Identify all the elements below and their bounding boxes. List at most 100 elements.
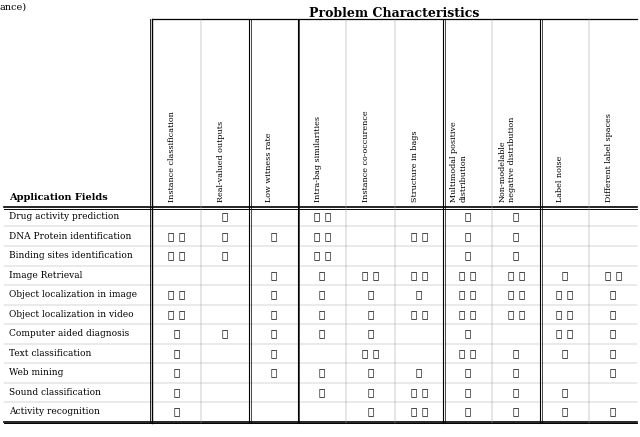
Text: ✓: ✓ (507, 310, 513, 319)
Text: ✓: ✓ (270, 368, 276, 377)
Text: ✓: ✓ (470, 310, 476, 319)
Text: ✓: ✓ (367, 290, 373, 299)
Text: ✓: ✓ (179, 290, 185, 299)
Text: ✓: ✓ (556, 310, 562, 319)
Text: ✓: ✓ (610, 368, 616, 377)
Text: ✓: ✓ (459, 271, 465, 280)
Text: Instance co-occurence: Instance co-occurence (362, 111, 371, 202)
Text: ✓: ✓ (610, 310, 616, 319)
Text: Real-valued outputs: Real-valued outputs (217, 121, 225, 202)
Text: Label noise: Label noise (556, 156, 564, 202)
Text: ✓: ✓ (270, 232, 276, 241)
Text: ✓: ✓ (168, 251, 174, 260)
Text: ✓: ✓ (410, 271, 417, 280)
Text: ✓: ✓ (421, 271, 428, 280)
Text: ✓: ✓ (362, 271, 368, 280)
Text: ✓: ✓ (556, 290, 562, 299)
Text: ✓: ✓ (615, 271, 621, 280)
Text: ✓: ✓ (513, 349, 519, 358)
Text: ✓: ✓ (610, 349, 616, 358)
Text: ✓: ✓ (464, 368, 470, 377)
Text: ance): ance) (0, 3, 27, 12)
Text: ✓: ✓ (513, 368, 519, 377)
Text: ✓: ✓ (270, 329, 276, 338)
Text: ✓: ✓ (561, 388, 568, 397)
Text: ✓: ✓ (561, 407, 568, 416)
Text: ✓: ✓ (610, 329, 616, 338)
Text: Activity recognition: Activity recognition (9, 407, 100, 416)
Text: ✓: ✓ (179, 232, 185, 241)
Text: Instance classification: Instance classification (168, 111, 176, 202)
Text: ✓: ✓ (179, 310, 185, 319)
Text: ✓: ✓ (459, 310, 465, 319)
Text: DNA Protein identification: DNA Protein identification (9, 232, 131, 241)
Text: ✓: ✓ (561, 349, 568, 358)
Text: ✓: ✓ (513, 212, 519, 221)
Text: ✓: ✓ (561, 271, 568, 280)
Text: ✓: ✓ (421, 407, 428, 416)
Text: ✓: ✓ (168, 290, 174, 299)
Text: Text classification: Text classification (9, 349, 92, 358)
Text: ✓: ✓ (319, 310, 325, 319)
Text: ✓: ✓ (610, 290, 616, 299)
Text: ✓: ✓ (464, 232, 470, 241)
Text: ✓: ✓ (313, 232, 319, 241)
Text: Structure in bags: Structure in bags (411, 131, 419, 202)
Text: ✓: ✓ (566, 310, 573, 319)
Text: ✓: ✓ (372, 271, 379, 280)
Text: ✓: ✓ (270, 349, 276, 358)
Text: ✓: ✓ (410, 388, 417, 397)
Text: ✓: ✓ (313, 251, 319, 260)
Text: ✓: ✓ (221, 251, 228, 260)
Text: Sound classification: Sound classification (9, 388, 101, 397)
Text: ✓: ✓ (421, 388, 428, 397)
Text: ✓: ✓ (324, 232, 330, 241)
Text: ✓: ✓ (507, 290, 513, 299)
Text: ✓: ✓ (421, 232, 428, 241)
Text: ✓: ✓ (179, 251, 185, 260)
Text: ✓: ✓ (410, 407, 417, 416)
Text: Non-modelable
negative distribution: Non-modelable negative distribution (499, 117, 516, 202)
Text: ✓: ✓ (324, 251, 330, 260)
Text: Different label spaces: Different label spaces (605, 113, 612, 202)
Text: Image Retrieval: Image Retrieval (9, 271, 83, 280)
Text: ✓: ✓ (556, 329, 562, 338)
Text: ✓: ✓ (507, 271, 513, 280)
Text: ✓: ✓ (270, 290, 276, 299)
Text: ✓: ✓ (367, 310, 373, 319)
Text: Object localization in image: Object localization in image (9, 290, 137, 299)
Text: ✓: ✓ (362, 349, 368, 358)
Text: ✓: ✓ (319, 388, 325, 397)
Text: ✓: ✓ (367, 407, 373, 416)
Text: ✓: ✓ (604, 271, 611, 280)
Text: ✓: ✓ (367, 368, 373, 377)
Text: ✓: ✓ (518, 290, 524, 299)
Text: ✓: ✓ (173, 407, 179, 416)
Text: ✓: ✓ (459, 349, 465, 358)
Text: Low witness rate: Low witness rate (265, 132, 273, 202)
Text: ✓: ✓ (518, 310, 524, 319)
Text: ✓: ✓ (459, 290, 465, 299)
Text: ✓: ✓ (319, 329, 325, 338)
Text: ✓: ✓ (372, 349, 379, 358)
Text: Intra-bag similarities: Intra-bag similarities (314, 116, 322, 202)
Text: ✓: ✓ (513, 388, 519, 397)
Text: ✓: ✓ (410, 232, 417, 241)
Text: Object localization in video: Object localization in video (9, 310, 134, 319)
Text: ✓: ✓ (367, 329, 373, 338)
Text: ✓: ✓ (470, 271, 476, 280)
Text: ✓: ✓ (464, 407, 470, 416)
Text: Web mining: Web mining (9, 368, 63, 377)
Text: ✓: ✓ (324, 212, 330, 221)
Text: ✓: ✓ (173, 349, 179, 358)
Text: ✓: ✓ (319, 271, 325, 280)
Text: ✓: ✓ (470, 290, 476, 299)
Text: ✓: ✓ (464, 388, 470, 397)
Text: ✓: ✓ (313, 212, 319, 221)
Text: Drug activity prediction: Drug activity prediction (9, 212, 119, 221)
Text: ✓: ✓ (168, 310, 174, 319)
Text: ✓: ✓ (221, 232, 228, 241)
Text: ✓: ✓ (610, 407, 616, 416)
Text: ✓: ✓ (221, 329, 228, 338)
Text: ✓: ✓ (464, 251, 470, 260)
